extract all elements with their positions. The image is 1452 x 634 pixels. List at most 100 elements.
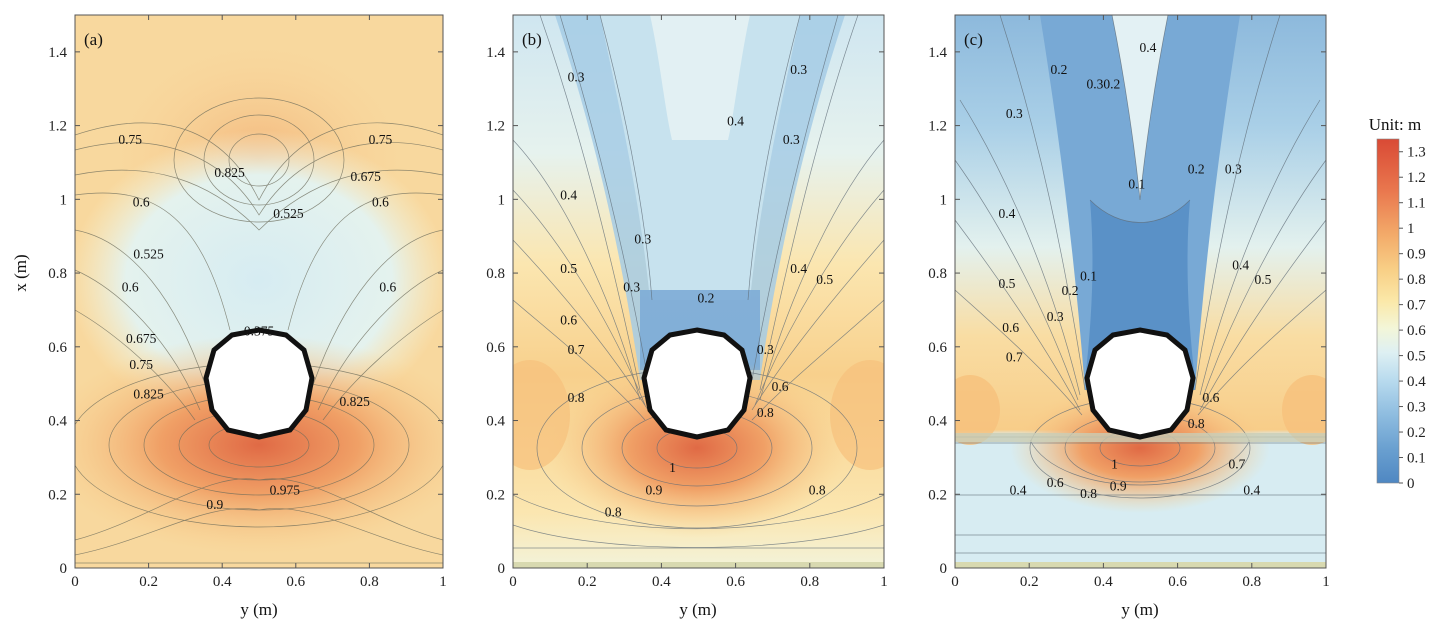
colorbar-tick-label: 0.1 <box>1407 451 1426 467</box>
x-tick-label: 0.8 <box>800 574 819 590</box>
contour-label: 0.7 <box>1006 350 1023 365</box>
y-tick-label: 0.8 <box>486 266 505 282</box>
contour-label: 0.6 <box>772 379 789 394</box>
y-tick-label: 1.4 <box>486 45 505 61</box>
colorbar-tick-label: 1.2 <box>1407 170 1426 186</box>
contour-label: 0.4 <box>1010 482 1027 497</box>
y-tick-label: 0.6 <box>48 340 67 356</box>
contour-label: 0.3 <box>634 232 651 247</box>
contour-label: 0.4 <box>999 206 1016 221</box>
contour-label: 0.7 <box>568 342 585 357</box>
contour-label: 0.5 <box>999 276 1016 291</box>
x-tick-label: 0.8 <box>360 574 379 590</box>
contour-label: 0.8 <box>568 390 585 405</box>
x-tick-label: 0.4 <box>652 574 671 590</box>
ticks-a: 0 0.2 0.4 0.6 0.8 1 0 0.2 0.4 0.6 0.8 1 1.2 1.4 <box>48 15 447 590</box>
y-tick-label: 1.2 <box>928 119 947 135</box>
y-tick-label: 0.8 <box>928 266 947 282</box>
y-tick-label: 1.2 <box>486 119 505 135</box>
colorbar-tick-label: 1.3 <box>1407 145 1426 161</box>
contour-label: 0.75 <box>369 132 393 147</box>
contour-label: 0.6 <box>133 195 150 210</box>
contour-label: 0.6 <box>1203 390 1220 405</box>
colorbar-tick-label: 0.8 <box>1407 272 1426 288</box>
panel-c-field <box>955 15 1326 568</box>
colorbar-tick-label: 0.2 <box>1407 425 1426 441</box>
contour-label: 0.3 <box>568 69 585 84</box>
contour-label: 0.3 <box>757 342 774 357</box>
contour-label: 0.4 <box>560 187 577 202</box>
x-tick-label: 0.2 <box>139 574 158 590</box>
x-tick-label: 0 <box>951 574 959 590</box>
contour-label: 1 <box>1111 456 1118 471</box>
panel-label-a: (a) <box>84 30 103 49</box>
panel-label-c: (c) <box>964 30 983 49</box>
y-tick-label: 1.4 <box>48 45 67 61</box>
contour-label: 0.8 <box>809 482 826 497</box>
contour-label: 0.4 <box>1232 257 1249 272</box>
y-tick-label: 1.2 <box>48 119 67 135</box>
plot-frame-b <box>512 14 885 569</box>
y-tick-label: 1.4 <box>928 45 947 61</box>
y-tick-label: 0 <box>60 561 68 577</box>
panel-a: (a) 0 0.2 0.4 0.6 0.8 1 0 0.2 0.4 0.6 0.8 1 1.2 1.4 0… <box>11 14 447 619</box>
contour-label: 0.6 <box>1002 320 1019 335</box>
contour-label: 0.2 <box>1062 283 1079 298</box>
x-tick-label: 1 <box>439 574 447 590</box>
contour-label: 0.2 <box>1050 62 1067 77</box>
y-tick-label: 0.6 <box>928 340 947 356</box>
contour-labels-c: 0.20.30.30.20.40.2 0.30.10.40.10.20.50.40… <box>999 40 1272 501</box>
y-tick-label: 0.2 <box>486 487 505 503</box>
contour-label: 0.825 <box>214 165 245 180</box>
contour-label: 0.525 <box>133 246 164 261</box>
colorbar-ticks: 1.3 1.2 1.1 1 0.9 0.8 0.7 0.6 0.5 0.4 0.3 0.2 0.1 0 <box>1399 145 1426 492</box>
contour-label: 0.2 <box>1188 162 1205 177</box>
x-tick-label: 0.4 <box>1094 574 1113 590</box>
contour-label: 0.6 <box>1047 475 1064 490</box>
contour-label: 0.9 <box>1110 479 1127 494</box>
colorbar-tick-label: 0.5 <box>1407 349 1426 365</box>
ticks-b: 0 0.2 0.4 0.6 0.8 1 0 0.2 0.4 0.6 0.8 1 1.2 1.4 <box>486 15 888 590</box>
y-axis-title-a: x (m) <box>11 254 30 291</box>
panel-b: (b) 0 0.2 0.4 0.6 0.8 1 0 0.2 0.4 0.6 0.8 1 1.2 1.4 0… <box>486 14 888 619</box>
contour-label: 0.375 <box>244 324 275 339</box>
contour-label: 0.825 <box>133 386 164 401</box>
x-tick-label: 1 <box>880 574 888 590</box>
x-tick-label: 0.2 <box>1020 574 1039 590</box>
y-tick-label: 0.2 <box>928 487 947 503</box>
x-tick-label: 0 <box>509 574 517 590</box>
y-tick-label: 1 <box>60 192 68 208</box>
colorbar-tick-label: 0.3 <box>1407 400 1426 416</box>
colorbar-tick-label: 0.4 <box>1407 374 1426 390</box>
obstacle-a <box>203 327 315 440</box>
y-tick-label: 0.4 <box>486 414 505 430</box>
colorbar-tick-label: 1.1 <box>1407 196 1426 212</box>
contour-label: 0.675 <box>126 331 157 346</box>
contour-label: 0.3 <box>1225 162 1242 177</box>
y-tick-label: 0.2 <box>48 487 67 503</box>
colorbar: Unit: m 1.3 1.2 1.1 1 0.9 0.8 0.7 0.6 0.5 0.4 0.3 0… <box>1369 115 1426 492</box>
plot-frame-c <box>954 14 1327 569</box>
x-tick-label: 0.4 <box>213 574 232 590</box>
colorbar-gradient <box>1376 138 1400 484</box>
colorbar-tick-label: 0.7 <box>1407 298 1426 314</box>
contour-label: 0.4 <box>1139 40 1156 55</box>
contour-label: 0.2 <box>697 291 714 306</box>
colorbar-tick-label: 1 <box>1407 221 1415 237</box>
contour-label: 0.6 <box>372 195 389 210</box>
obstacle-b <box>641 327 753 440</box>
x-tick-label: 0.6 <box>726 574 745 590</box>
contour-label: 0.1 <box>1128 176 1145 191</box>
colorbar-title: Unit: m <box>1369 115 1421 134</box>
contour-label: 0.825 <box>339 394 370 409</box>
contour-label: 0.8 <box>1080 486 1097 501</box>
colorbar-tick-label: 0.6 <box>1407 323 1426 339</box>
y-tick-label: 0.6 <box>486 340 505 356</box>
contour-label: 0.6 <box>379 280 396 295</box>
contour-label: 0.9 <box>206 497 223 512</box>
plot-frame-a <box>74 14 444 569</box>
y-tick-label: 0.8 <box>48 266 67 282</box>
contour-label: 0.75 <box>129 357 153 372</box>
contour-label: 0.5 <box>560 261 577 276</box>
